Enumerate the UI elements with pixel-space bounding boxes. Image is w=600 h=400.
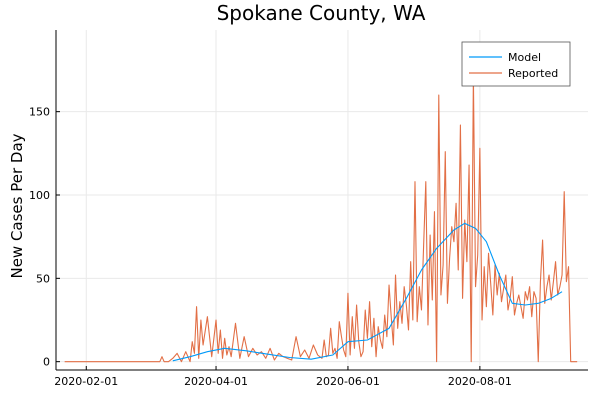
y-tick-label: 50 bbox=[36, 272, 50, 285]
series-layer bbox=[64, 74, 578, 363]
x-tick-label: 2020-06-01 bbox=[316, 375, 380, 388]
tick-layer: 2020-02-01 2020-04-01 2020-06-01 2020-08-01… bbox=[29, 106, 512, 388]
legend: Model Reported bbox=[461, 41, 571, 87]
y-tick-label: 100 bbox=[29, 189, 50, 202]
y-tick-label: 0 bbox=[43, 356, 50, 369]
x-tick-label: 2020-02-01 bbox=[54, 375, 118, 388]
y-tick-label: 150 bbox=[29, 106, 50, 119]
legend-label-model: Model bbox=[508, 51, 541, 64]
series-line-model bbox=[172, 222, 563, 362]
legend-label-reported: Reported bbox=[508, 67, 558, 80]
legend-box bbox=[461, 41, 571, 87]
x-tick-label: 2020-04-01 bbox=[184, 375, 248, 388]
chart-title: Spokane County, WA bbox=[217, 1, 426, 25]
series-line-reported bbox=[64, 74, 578, 363]
y-axis-label: New Cases Per Day bbox=[8, 133, 26, 278]
x-tick-label: 2020-08-01 bbox=[448, 375, 512, 388]
